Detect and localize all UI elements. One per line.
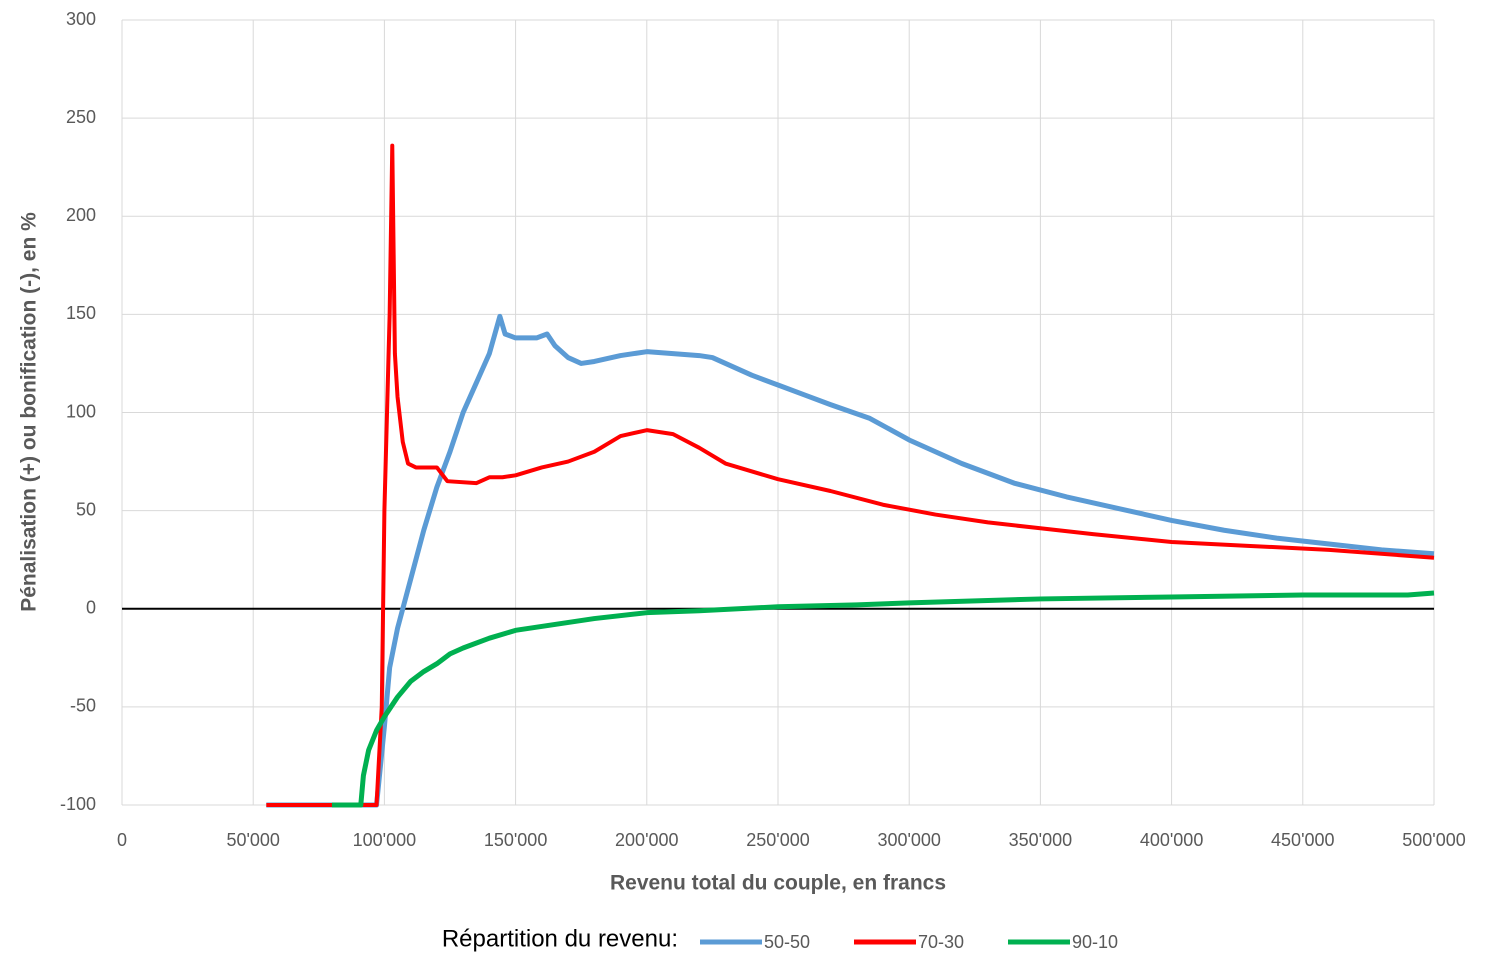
x-tick-label: 450'000 (1271, 830, 1335, 850)
x-tick-label: 350'000 (1009, 830, 1073, 850)
series-line (266, 313, 1435, 808)
x-tick-label: 150'000 (484, 830, 548, 850)
legend-title: Répartition du revenu: (442, 925, 678, 952)
legend-label: 70-30 (918, 932, 964, 952)
series-line (331, 590, 1435, 808)
y-tick-label: 200 (66, 205, 96, 225)
x-axis-label: Revenu total du couple, en francs (610, 872, 946, 895)
y-tick-label: 250 (66, 107, 96, 127)
y-tick-label: 50 (76, 499, 96, 519)
legend-label: 90-10 (1072, 932, 1118, 952)
x-tick-label: 200'000 (615, 830, 679, 850)
x-tick-label: 0 (117, 830, 127, 850)
y-tick-label: 0 (86, 598, 96, 618)
y-tick-label: -100 (60, 794, 96, 814)
y-tick-label: 100 (66, 401, 96, 421)
y-axis-label: Pénalisation (+) ou bonification (-), en… (18, 212, 41, 612)
x-tick-label: 250'000 (746, 830, 810, 850)
x-tick-label: 400'000 (1140, 830, 1204, 850)
y-tick-label: -50 (70, 696, 96, 716)
x-tick-label: 300'000 (877, 830, 941, 850)
x-tick-label: 50'000 (226, 830, 280, 850)
y-tick-label: 150 (66, 303, 96, 323)
x-tick-label: 500'000 (1402, 830, 1466, 850)
legend-label: 50-50 (764, 932, 810, 952)
x-tick-label: 100'000 (353, 830, 417, 850)
y-tick-label: 300 (66, 9, 96, 29)
series-line (266, 143, 1435, 807)
